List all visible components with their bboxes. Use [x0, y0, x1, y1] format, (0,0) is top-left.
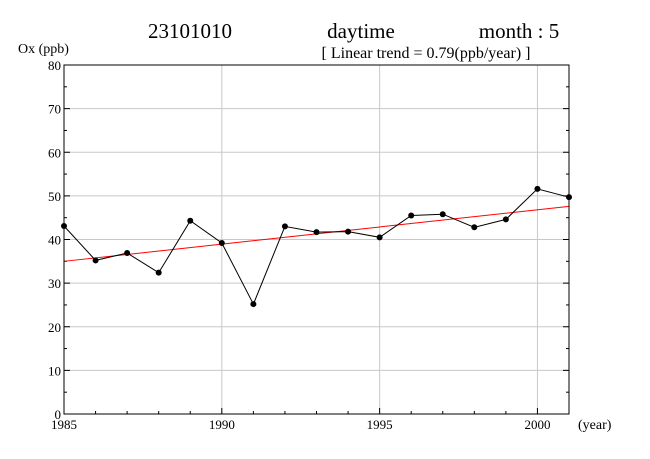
y-axis-label: Ox (ppb) — [18, 42, 69, 57]
data-point-1992 — [281, 223, 288, 230]
series-line-0 — [63, 188, 570, 306]
data-point-2000 — [534, 185, 541, 192]
trend-label: [ Linear trend = 0.79(ppb/year) ] — [322, 45, 531, 62]
y-tick-label-70: 70 — [48, 102, 61, 117]
data-point-1993 — [313, 229, 320, 236]
y-tick-label-10: 10 — [48, 363, 61, 378]
data-point-1990 — [218, 239, 225, 246]
x-tick-label-1995: 1995 — [367, 417, 393, 432]
data-point-1987 — [124, 250, 131, 257]
data-point-1991 — [250, 301, 257, 308]
y-tick-label-30: 30 — [48, 276, 61, 291]
plot-frame — [63, 64, 570, 415]
data-point-1997 — [439, 211, 446, 218]
x-tick-label-1985: 1985 — [51, 417, 77, 432]
y-tick-label-50: 50 — [48, 189, 61, 204]
month-label: month : 5 — [479, 19, 560, 43]
data-point-1995 — [376, 234, 383, 241]
data-point-1986 — [92, 257, 99, 264]
y-tick-label-0: 0 — [55, 407, 62, 422]
x-axis-label: (year) — [578, 418, 612, 433]
station-code: 23101010 — [148, 19, 232, 43]
y-tick-label-60: 60 — [48, 145, 61, 160]
y-tick-label-40: 40 — [48, 233, 61, 248]
y-tick-label-20: 20 — [48, 320, 61, 335]
data-point-1989 — [187, 217, 194, 224]
tick-labels: 0 10 20 30 40 50 60 70 80 1985 1990 1995 2000 — [48, 58, 570, 432]
data-point-1999 — [502, 216, 509, 223]
x-tick-label-2000: 2000 — [524, 417, 550, 432]
data-point-1988 — [155, 269, 162, 276]
grid-lines — [64, 65, 569, 414]
series-group — [61, 185, 572, 308]
data-point-1998 — [471, 224, 478, 231]
y-tick-label-80: 80 — [48, 58, 61, 73]
x-tick-label-1990: 1990 — [209, 417, 235, 432]
period-label: daytime — [327, 19, 395, 43]
data-point-1996 — [408, 212, 415, 219]
data-point-1994 — [345, 228, 352, 235]
